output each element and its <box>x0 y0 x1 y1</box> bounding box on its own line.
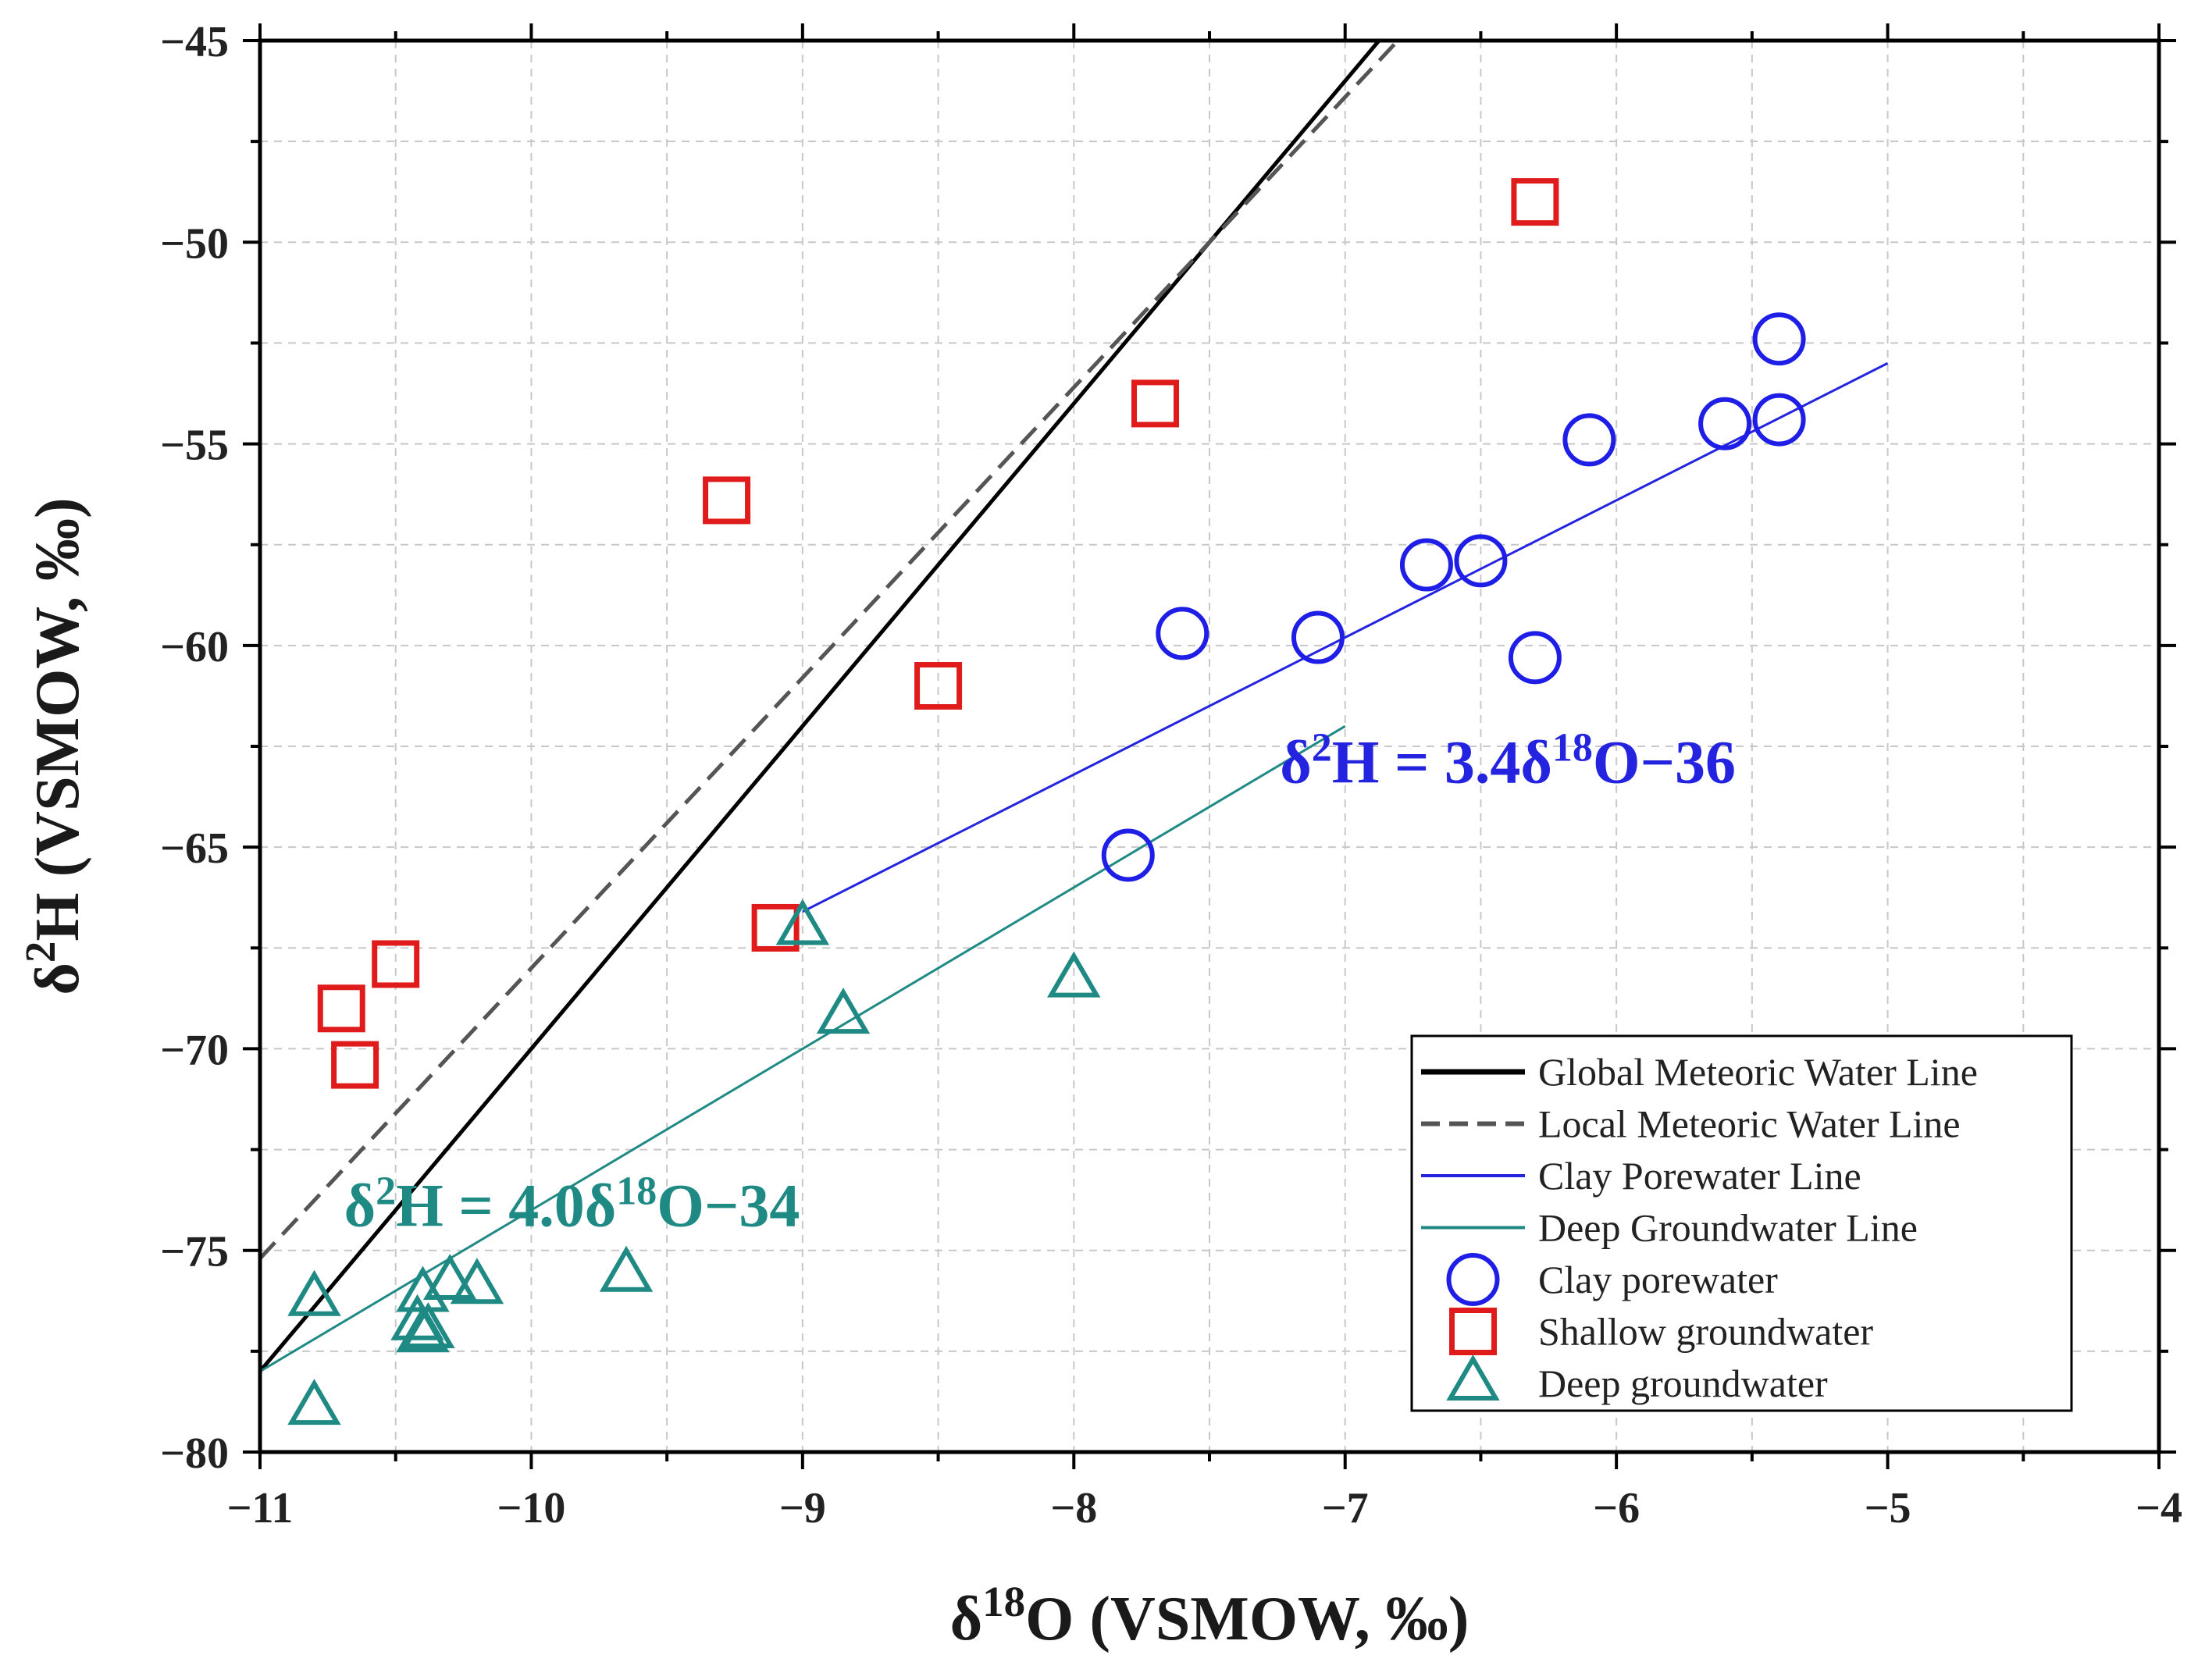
line-deep-groundwater-line <box>260 724 1346 1372</box>
legend-swatch-triangle <box>1446 1354 1500 1401</box>
shallow-groundwater-point <box>703 476 751 525</box>
legend: Global Meteoric Water Line Local Meteoric… <box>1410 1034 2073 1412</box>
y-tick-label: −60 <box>160 623 229 671</box>
x-tick-label: −8 <box>1050 1484 1097 1532</box>
line-global-meteoric-water-line <box>260 41 1382 1373</box>
y-tick-label: −55 <box>160 422 229 470</box>
deep-groundwater-point <box>450 1258 504 1304</box>
clay-porewater-point <box>1508 631 1562 685</box>
legend-label: Local Meteoric Water Line <box>1538 1102 1961 1146</box>
deep-groundwater-point <box>287 1269 341 1316</box>
y-axis-label: δ2H (VSMOW, ‰) <box>16 497 93 995</box>
grid <box>260 41 2159 1452</box>
shallow-groundwater-point <box>1131 379 1180 428</box>
deep-groundwater-point <box>396 1306 450 1353</box>
axes <box>243 23 2176 1469</box>
shallow-groundwater-point <box>317 984 365 1033</box>
clay-porewater-point <box>1562 413 1616 467</box>
legend-label: Shallow groundwater <box>1538 1310 1873 1354</box>
deep-groundwater-point <box>775 899 830 945</box>
shallow-groundwater-point <box>372 940 420 988</box>
y-tick-label: −50 <box>160 219 229 268</box>
x-axis-label: δ18O (VSMOW, ‰) <box>950 1578 1469 1654</box>
deep-groundwater-point <box>599 1245 654 1292</box>
x-tick-label: −11 <box>227 1484 294 1532</box>
clay-porewater-point <box>1698 397 1752 450</box>
x-tick-label: −5 <box>1865 1484 1911 1532</box>
x-tick-label: −10 <box>497 1484 565 1532</box>
x-tick-label: −7 <box>1322 1484 1369 1532</box>
deep-groundwater-point <box>287 1379 341 1426</box>
clay-porewater-point <box>1454 534 1508 588</box>
x-tick-label: −6 <box>1593 1484 1640 1532</box>
clay-porewater-point <box>1156 607 1209 660</box>
legend-label: Clay porewater <box>1538 1258 1778 1301</box>
axis-labels: δ18O (VSMOW, ‰) δ2H (VSMOW, ‰) <box>16 497 1469 1653</box>
equations: δ2H = 3.4δ18O−36 δ2H = 4.0δ18O−34 <box>344 725 1736 1240</box>
x-tick-label: −9 <box>779 1484 826 1532</box>
clay-porewater-point <box>1399 538 1453 592</box>
legend-label: Clay Porewater Line <box>1538 1154 1861 1198</box>
regression-lines <box>260 41 1889 1373</box>
legend-swatch-circle <box>1446 1253 1500 1306</box>
deep-groundwater-point <box>422 1254 477 1301</box>
deep-groundwater-point <box>816 988 871 1034</box>
legend-swatch-square <box>1449 1308 1497 1355</box>
legend-label: Global Meteoric Water Line <box>1538 1050 1978 1094</box>
tick-labels: −11 −10 −9 −8 −7 −6 −5 −4 −45 −50 −55 −60 −65 −70 −75 −… <box>160 18 2182 1532</box>
shallow-groundwater-point <box>751 903 800 952</box>
clay-porewater-point <box>1291 610 1345 664</box>
legend-label: Deep groundwater <box>1538 1361 1828 1405</box>
y-tick-label: −75 <box>160 1228 229 1276</box>
deep-equation: δ2H = 4.0δ18O−34 <box>344 1169 800 1240</box>
deep-groundwater-point <box>1047 951 1101 998</box>
shallow-groundwater-point <box>914 662 963 710</box>
deep-groundwater-point <box>401 1302 455 1349</box>
y-tick-label: −65 <box>160 824 229 873</box>
shallow-groundwater-point <box>1511 178 1559 226</box>
data-points <box>287 178 1806 1426</box>
x-tick-label: −4 <box>2136 1484 2182 1532</box>
legend-box <box>1410 1034 2073 1412</box>
line-clay-porewater-line <box>802 361 1889 913</box>
clay-porewater-point <box>1752 393 1806 447</box>
legend-label: Deep Groundwater Line <box>1538 1206 1918 1250</box>
y-tick-label: −70 <box>160 1026 229 1074</box>
clay-porewater-point <box>1101 828 1155 882</box>
clay-porewater-point <box>1752 312 1806 366</box>
y-tick-label: −80 <box>160 1429 229 1478</box>
line-local-meteoric-water-line <box>260 41 1401 1260</box>
shallow-groundwater-point <box>331 1041 379 1089</box>
clay-equation: δ2H = 3.4δ18O−36 <box>1280 725 1736 796</box>
y-tick-label: −45 <box>160 18 229 66</box>
